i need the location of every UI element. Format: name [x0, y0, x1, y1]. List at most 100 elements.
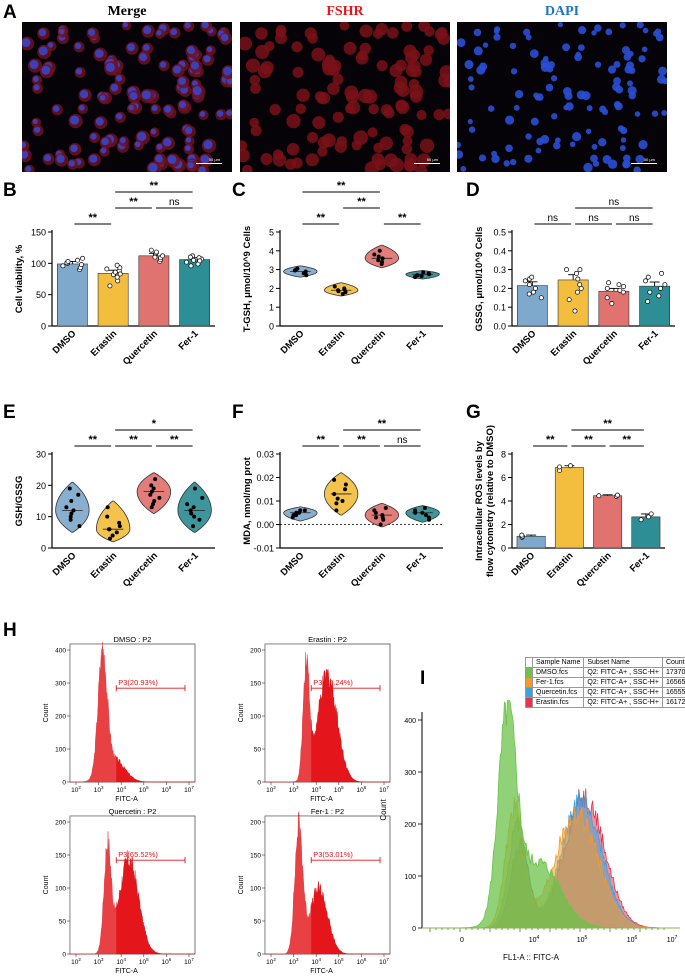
data-point — [658, 285, 664, 291]
data-point — [372, 252, 377, 257]
y-tick-label: 100 — [250, 886, 261, 893]
data-point — [117, 524, 122, 529]
y-tick-label: 0 — [41, 544, 46, 554]
histogram-fill — [265, 811, 390, 955]
data-point — [413, 508, 418, 513]
y-axis-label: MDA, nmol/mg prot — [242, 456, 253, 544]
cell-nucleus — [43, 154, 52, 162]
cell-fshr-signal — [312, 116, 326, 130]
x-tick-label: Fer-1 — [628, 550, 653, 575]
data-point — [383, 506, 388, 511]
data-point — [617, 287, 623, 293]
cell-fshr-signal — [368, 103, 379, 115]
x-tick-label: 107 — [667, 935, 678, 944]
data-point — [189, 511, 194, 516]
histogram-title: Quercetin : P2 — [109, 807, 157, 816]
cell-fshr-signal — [439, 65, 450, 80]
y-tick-label: 0 — [41, 322, 46, 332]
data-point — [160, 253, 166, 259]
cell-nucleus — [491, 154, 500, 164]
cell-nucleus — [638, 55, 646, 63]
y-axis-label: T-GSH, μmol/10^9 Cells — [242, 226, 253, 332]
cell-fshr-signal — [249, 74, 261, 86]
data-point — [643, 278, 649, 284]
data-point — [107, 283, 113, 289]
cell-nucleus — [116, 113, 123, 120]
bar — [631, 516, 661, 549]
legend-swatch — [525, 677, 533, 688]
x-axis-label: FITC-A — [115, 796, 138, 803]
data-point — [107, 527, 112, 532]
x-tick-label: 103 — [289, 785, 299, 794]
cell-nucleus — [564, 92, 573, 101]
x-axis-label: FITC-A — [115, 968, 138, 975]
bar — [554, 467, 584, 549]
y-tick-label: 300 — [404, 770, 416, 777]
data-point — [336, 288, 341, 293]
panel-label-c: C — [232, 180, 246, 201]
cell-fshr-signal — [343, 41, 357, 55]
cell-nucleus — [636, 22, 644, 29]
cell-nucleus — [562, 43, 570, 52]
significance-label: ns — [397, 435, 408, 446]
cell-nucleus — [605, 28, 613, 36]
cell-nucleus — [638, 140, 648, 150]
panel-label-g: G — [466, 402, 481, 423]
data-point — [426, 271, 431, 276]
data-point — [519, 532, 525, 538]
cell-nucleus — [184, 22, 191, 29]
cell-nucleus — [156, 30, 162, 36]
histogram-fill — [70, 831, 195, 955]
cell-nucleus — [509, 158, 517, 166]
y-tick-label: 0.5 — [493, 228, 506, 238]
cell-nucleus — [613, 100, 621, 109]
cell-nucleus — [88, 28, 96, 36]
x-tick-label: 104 — [116, 957, 126, 966]
cell-nucleus — [226, 77, 232, 85]
data-point — [379, 260, 384, 265]
cell-fshr-signal — [305, 153, 319, 167]
legend-swatch — [525, 667, 533, 678]
data-point — [662, 282, 668, 288]
y-tick-label: 5 — [269, 228, 274, 238]
cell-nucleus — [514, 90, 524, 99]
cell-nucleus — [505, 115, 515, 125]
cell-fshr-signal — [317, 136, 331, 149]
cell-nucleus — [613, 77, 621, 85]
data-point — [373, 515, 378, 520]
cell-nucleus — [557, 22, 564, 28]
data-point — [529, 274, 535, 280]
y-axis-label: Count — [238, 876, 245, 895]
y-tick-label: 0.4 — [493, 246, 506, 256]
data-point — [112, 269, 118, 275]
cell-nucleus — [33, 84, 40, 91]
x-tick-label: DMSO — [51, 550, 79, 578]
significance-label: ** — [88, 434, 97, 446]
significance-label: ** — [398, 212, 407, 224]
significance-label: ns — [169, 197, 180, 208]
y-axis-label: Count — [238, 704, 245, 723]
cell-nucleus — [635, 154, 645, 164]
cell-nucleus — [201, 22, 209, 29]
data-point — [340, 499, 345, 503]
cell-nucleus — [493, 33, 501, 41]
data-point — [152, 254, 158, 260]
data-point — [149, 505, 154, 510]
significance-label: ** — [546, 434, 555, 446]
cell-nucleus — [661, 77, 667, 85]
bar — [56, 263, 88, 327]
significance-label: ns — [609, 197, 620, 208]
data-point — [332, 491, 337, 496]
data-point — [380, 515, 385, 520]
panel-label-i: I — [420, 668, 426, 689]
cell-nucleus — [607, 65, 617, 74]
x-tick-label: 102 — [71, 785, 81, 794]
cell-fshr-signal — [351, 140, 362, 151]
data-point — [117, 520, 122, 525]
y-tick-label: 300 — [55, 681, 66, 688]
cell-fshr-signal — [304, 27, 317, 40]
cell-nucleus — [473, 46, 483, 56]
cell-fshr-signal — [401, 143, 413, 155]
cell-fshr-signal — [379, 136, 393, 150]
x-tick-label: 102 — [266, 957, 276, 966]
